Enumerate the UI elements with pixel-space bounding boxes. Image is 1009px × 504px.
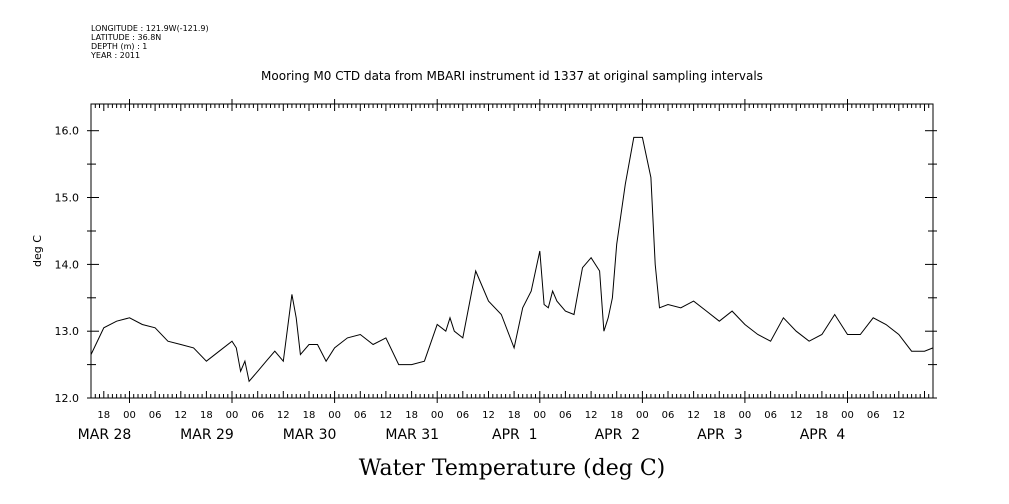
x-hour-label: 12 [687,410,700,421]
x-hour-label: 00 [841,410,854,421]
depth-text: DEPTH (m) : 1 [91,42,147,51]
x-hour-label: 00 [226,410,239,421]
x-date-labels: MAR 28 MAR 29 MAR 30 MAR 31 APR 1 APR 2 APR 3 A… [78,427,846,443]
x-hour-label: 00 [533,410,546,421]
x-hour-label: 12 [892,410,905,421]
x-date-label: APR 1 [492,427,538,443]
x-hour-label: 00 [739,410,752,421]
x-date-label: MAR 28 [78,427,132,443]
y-tick-label: 14.0 [55,258,80,271]
x-hour-label: 12 [585,410,598,421]
x-hour-label: 06 [662,410,675,421]
y-tick-label: 15.0 [55,192,80,205]
series-line [90,136,934,383]
x-hour-label: 12 [277,410,290,421]
x-hour-label: 06 [867,410,880,421]
x-date-label: APR 2 [595,427,641,443]
x-hour-label: 06 [764,410,777,421]
x-hour-label: 18 [508,410,521,421]
x-hour-label: 18 [713,410,726,421]
x-hour-label: 18 [200,410,213,421]
x-hour-label: 18 [303,410,316,421]
x-hour-label: 06 [354,410,367,421]
x-hour-label: 06 [559,410,572,421]
x-hour-label: 00 [328,410,341,421]
x-hour-label: 06 [149,410,162,421]
x-hour-tick-labels: 18 00 06 12 18 00 06 12 18 00 06 12 18 00 06 12 18 00 06 12… [97,410,905,421]
x-hour-label: 12 [790,410,803,421]
x-hour-label: 00 [123,410,136,421]
x-hour-label: 06 [251,410,264,421]
y-tick-labels: 12.0 13.0 14.0 15.0 16.0 [55,125,80,405]
x-hour-label: 18 [610,410,623,421]
x-hour-label: 12 [380,410,393,421]
x-date-label: MAR 30 [283,427,337,443]
longitude-text: LONGITUDE : 121.9W(-121.9) [91,24,209,33]
axis-ticks [87,99,937,403]
x-hour-label: 00 [636,410,649,421]
x-hour-label: 12 [174,410,187,421]
x-hour-label: 06 [456,410,469,421]
x-date-label: APR 3 [697,427,743,443]
x-hour-label: 18 [405,410,418,421]
x-hour-label: 00 [431,410,444,421]
metadata-block: LONGITUDE : 121.9W(-121.9) LATITUDE : 36… [90,24,209,60]
x-hour-label: 18 [97,410,110,421]
x-hour-label: 12 [482,410,495,421]
plot-frame [90,103,934,399]
x-date-label: MAR 29 [180,427,234,443]
y-tick-label: 12.0 [55,392,80,405]
y-tick-label: 13.0 [55,325,80,338]
latitude-text: LATITUDE : 36.8N [91,33,161,42]
x-axis-label: Water Temperature (deg C) [359,456,666,481]
year-text: YEAR : 2011 [90,51,140,60]
x-date-label: MAR 31 [385,427,439,443]
x-date-label: APR 4 [800,427,846,443]
chart-title: Mooring M0 CTD data from MBARI instrumen… [261,69,763,83]
x-hour-label: 18 [816,410,829,421]
y-tick-label: 16.0 [55,125,80,138]
y-axis-label: deg C [31,235,44,267]
